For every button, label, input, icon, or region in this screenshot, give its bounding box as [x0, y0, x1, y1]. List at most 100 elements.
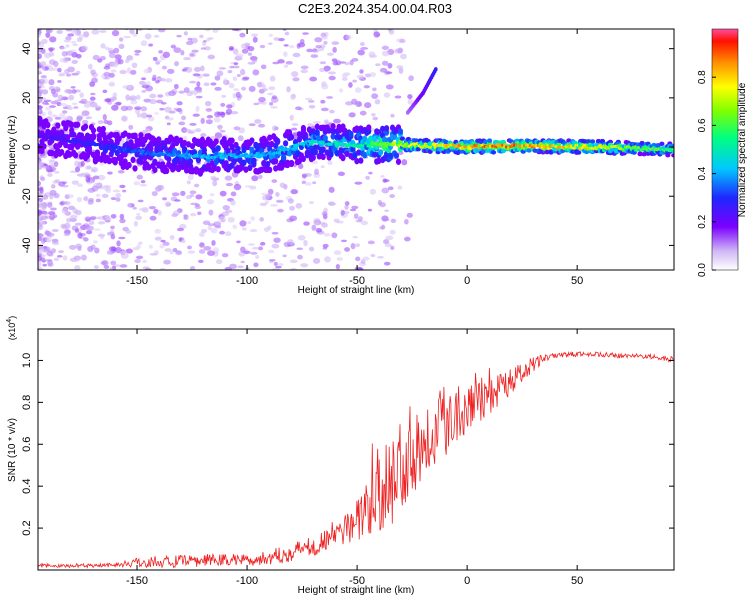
spectrogram-noise-blob [333, 118, 341, 124]
spectrogram-band-blob [261, 142, 267, 150]
spectrogram-noise-blob [162, 241, 170, 246]
spectrogram-x-tick-label: 0 [464, 275, 470, 287]
spectrogram-noise-blob [65, 104, 72, 108]
spectrogram-noise-blob [53, 257, 60, 262]
spectrogram-noise-blob [310, 54, 319, 58]
spectrogram-noise-blob [63, 201, 71, 206]
spectrogram-noise-blob [312, 257, 321, 264]
spectrogram-noise-blob [189, 80, 197, 84]
spectrogram-noise-blob [67, 33, 75, 37]
spectrogram-noise-blob [91, 166, 99, 173]
spectrogram-noise-blob [162, 197, 168, 201]
spectrogram-band-blob [382, 136, 388, 143]
spectrogram-noise-blob [137, 199, 144, 203]
spectrogram-noise-blob [35, 23, 42, 26]
spectrogram-noise-blob [65, 217, 72, 223]
spectrogram-noise-blob [199, 34, 204, 39]
spectrogram-noise-blob [248, 243, 255, 246]
spectrogram-noise-blob [290, 189, 299, 195]
spectrogram-band-blob [231, 148, 237, 155]
spectrogram-noise-blob [35, 23, 41, 27]
spectrogram-noise-blob [195, 105, 200, 112]
spectrogram-noise-blob [271, 179, 278, 183]
spectrogram-band-blob [249, 137, 255, 144]
spectrogram-noise-blob [111, 29, 120, 37]
snr-x-tick-label: 0 [464, 575, 470, 587]
spectrogram-noise-blob [47, 171, 53, 177]
spectrogram-noise-blob [109, 266, 114, 270]
spectrogram-band-blob [251, 159, 257, 166]
spectrogram-noise-blob [160, 267, 166, 270]
spectrogram-noise-blob [357, 101, 363, 107]
spectrogram-band-blob [63, 124, 69, 132]
spectrogram-band-blob [199, 136, 205, 143]
spectrogram-noise-blob [200, 117, 205, 124]
spectrogram-band-blob [490, 150, 497, 155]
spectrogram-noise-blob [94, 247, 100, 254]
spectrogram-band-blob [183, 167, 190, 174]
spectrogram-band-blob [566, 138, 572, 143]
spectrogram-noise-blob [140, 40, 148, 47]
spectrogram-noise-blob [381, 50, 390, 57]
spectrogram-noise-blob [183, 23, 189, 28]
spectrogram-frame [37, 28, 675, 271]
spectrogram-noise-blob [385, 235, 394, 241]
spectrogram-band-blob [98, 156, 104, 163]
spectrogram-noise-blob [355, 243, 361, 248]
spectrogram-noise-blob [287, 198, 294, 204]
spectrogram-band-blob [671, 153, 674, 158]
spectrogram-band-blob [387, 152, 394, 159]
spectrogram-noise-blob [200, 47, 206, 50]
spectrogram-noise-blob [218, 125, 223, 131]
spectrogram-noise-blob [350, 243, 356, 250]
spectrogram-noise-blob [60, 46, 66, 50]
spectrogram-band-blob [71, 131, 77, 138]
spectrogram-noise-blob [38, 105, 44, 110]
spectrogram-noise-blob [63, 56, 69, 63]
spectrogram-noise-blob [296, 247, 303, 251]
spectrogram-noise-blob [50, 207, 57, 211]
spectrogram-noise-blob [344, 204, 349, 210]
spectrogram-noise-blob [333, 218, 340, 223]
spectrogram-noise-blob [107, 171, 113, 175]
spectrogram-noise-blob [38, 53, 42, 58]
spectrogram-noise-blob [214, 86, 222, 91]
spectrogram-noise-blob [38, 224, 44, 231]
spectrogram-band-blob [69, 121, 75, 128]
spectrogram-band-blob [189, 142, 196, 150]
spectrogram-noise-blob [125, 85, 132, 89]
spectrogram-noise-blob [335, 60, 342, 66]
spectrogram-band-blob [116, 135, 122, 142]
spectrogram-noise-blob [323, 119, 329, 124]
spectrogram-noise-blob [131, 62, 138, 69]
spectrogram-noise-blob [93, 240, 98, 244]
spectrogram-noise-blob [48, 159, 56, 162]
spectrogram-noise-blob [195, 95, 203, 99]
spectrogram-noise-blob [161, 65, 167, 70]
spectrogram-noise-blob [38, 267, 43, 270]
spectrogram-noise-blob [229, 65, 234, 69]
spectrogram-noise-blob [97, 174, 106, 181]
spectrogram-noise-blob [296, 43, 301, 49]
spectrogram-band-blob [314, 129, 320, 136]
spectrogram-noise-blob [69, 170, 78, 174]
spectrogram-noise-blob [404, 236, 411, 242]
spectrogram-noise-blob [232, 65, 240, 69]
spectrogram-ridge-point [259, 154, 265, 158]
spectrogram-noise-blob [394, 95, 402, 99]
spectrogram-band-blob [288, 160, 295, 168]
spectrogram-noise-blob [290, 127, 298, 131]
spectrogram-noise-blob [183, 128, 192, 133]
spectrogram-noise-blob [272, 125, 278, 132]
spectrogram-noise-blob [174, 61, 179, 67]
spectrogram-noise-blob [333, 250, 342, 256]
spectrogram-noise-blob [332, 46, 337, 53]
spectrogram-noise-blob [174, 199, 181, 202]
spectrogram-noise-blob [204, 100, 212, 107]
spectrogram-noise-blob [135, 255, 144, 260]
spectrogram-noise-blob [197, 211, 202, 216]
spectrogram-noise-blob [251, 246, 260, 250]
spectrogram-noise-blob [153, 34, 160, 38]
spectrogram-noise-blob [81, 112, 86, 117]
spectrogram-noise-blob [153, 208, 159, 214]
